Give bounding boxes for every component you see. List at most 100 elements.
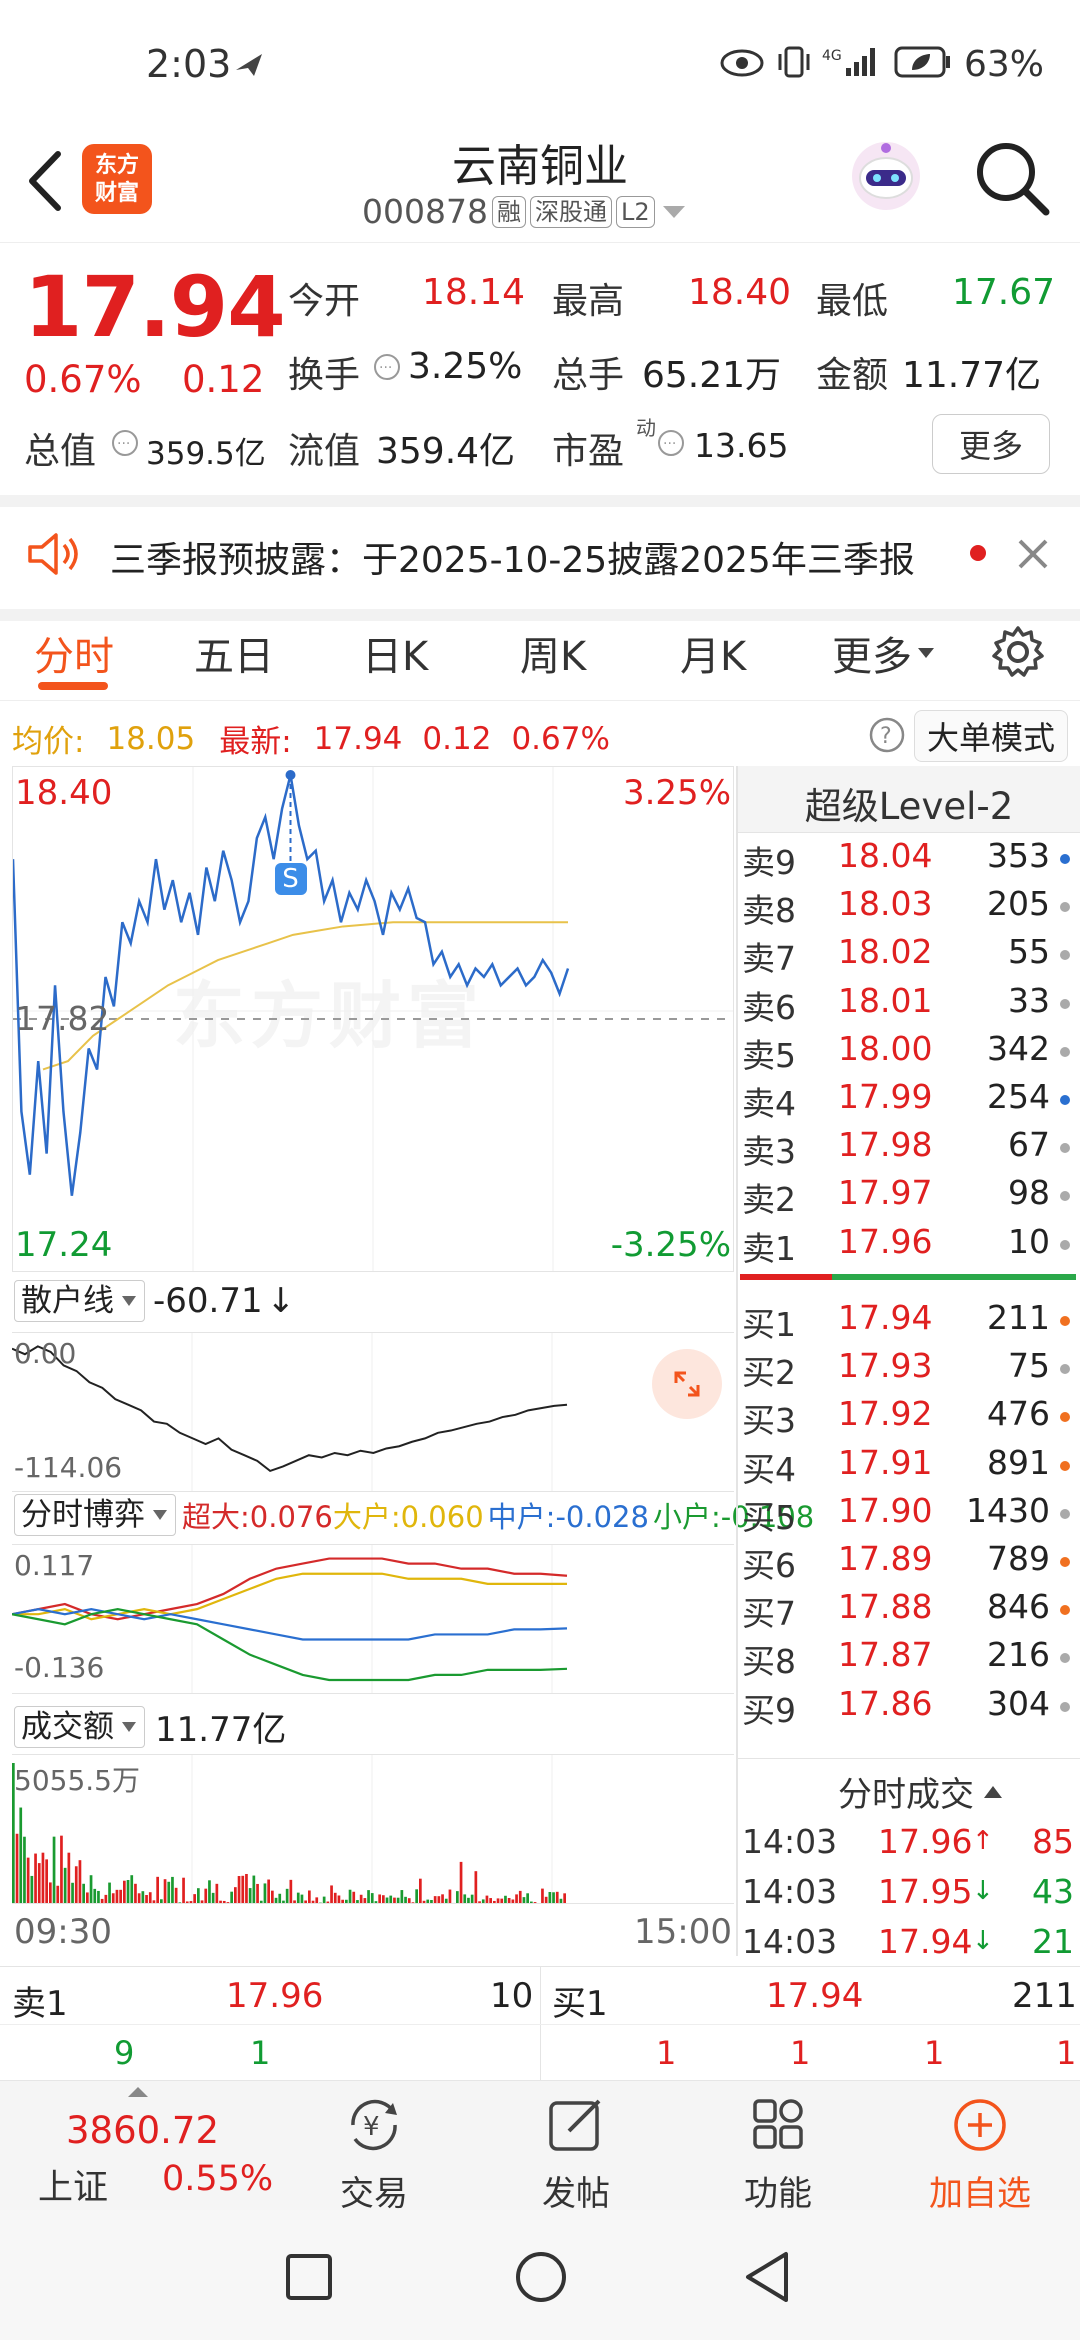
nav-functions[interactable]: 功能 [718, 2081, 838, 2215]
level-price: 17.92 [838, 1394, 933, 1434]
back-icon[interactable] [22, 146, 66, 216]
volume-bar [541, 1888, 544, 1903]
stock-code-row[interactable]: 000878 融 深股通 L2 [362, 192, 687, 231]
volume-bar [52, 1836, 56, 1903]
nav-post[interactable]: 发帖 [516, 2081, 636, 2215]
turnover-dropdown[interactable]: 成交额 [14, 1705, 145, 1748]
ask-row[interactable]: 卖4 17.99 254 [740, 1077, 1080, 1125]
volume-bar [422, 1900, 426, 1903]
bid-row[interactable]: 买8 17.87 216 [740, 1635, 1080, 1683]
volume-bar [404, 1896, 407, 1903]
trade-row[interactable]: 14:03 17.95 ↓ 43 [740, 1872, 1080, 1922]
trade-row[interactable]: 14:03 17.94 ↓ 21 [740, 1922, 1080, 1972]
level-volume: 342 [987, 1028, 1050, 1068]
bid-row[interactable]: 买3 17.92 476 [740, 1394, 1080, 1442]
index-name[interactable]: 上证 [38, 2168, 109, 2208]
intraday-chart-frame[interactable]: 东方财富 18.40 3.25% 17.82 17.24 -3.25% S [12, 766, 734, 1272]
bid-row[interactable]: 买7 17.88 846 [740, 1587, 1080, 1635]
ask-row[interactable]: 卖2 17.97 98 [740, 1173, 1080, 1221]
robot-assistant-icon[interactable] [846, 136, 926, 216]
volume-bar [185, 1901, 189, 1903]
volume-bar [544, 1896, 548, 1903]
active-tab-indicator [38, 682, 108, 690]
app-logo[interactable]: 东方 财富 [82, 144, 152, 214]
level-label: 卖9 [742, 843, 796, 882]
divider [540, 1966, 541, 2080]
volume-bar [263, 1883, 267, 1903]
close-icon[interactable] [1016, 537, 1050, 571]
tab-five-day[interactable]: 五日 [194, 634, 274, 680]
chevron-down-icon [122, 1721, 136, 1732]
ask-row[interactable]: 卖1 17.96 10 [740, 1222, 1080, 1270]
level-price: 17.90 [838, 1490, 933, 1530]
tab-daily-k[interactable]: 日K [362, 634, 429, 680]
retail-line-chart-frame[interactable]: 0.00 -114.06 [12, 1332, 734, 1492]
level2-header[interactable]: 超级Level-2 [738, 766, 1080, 833]
ask-row[interactable]: 卖6 18.01 33 [740, 981, 1080, 1029]
bid-row[interactable]: 买5 17.90 1430 [740, 1491, 1080, 1539]
info-icon[interactable]: ··· [110, 428, 140, 458]
level-volume: 476 [987, 1394, 1050, 1434]
volume-bar [419, 1878, 422, 1903]
trade-row[interactable]: 14:03 17.96 ↑ 85 [740, 1822, 1080, 1872]
level-volume: 846 [987, 1587, 1050, 1627]
bid-row[interactable]: 买1 17.94 211 [740, 1298, 1080, 1346]
volume-bar [496, 1898, 500, 1903]
volume-bar [341, 1899, 344, 1903]
expand-button[interactable] [652, 1349, 722, 1419]
ask-row[interactable]: 卖3 17.98 67 [740, 1125, 1080, 1173]
trades-header[interactable]: 分时成交 [738, 1758, 1080, 1819]
recent-apps-icon[interactable] [284, 2252, 334, 2302]
tab-weekly-k[interactable]: 周K [520, 634, 587, 680]
notice-bar[interactable]: 三季报预披露：于2025-10-25披露2025年三季报 [0, 495, 1080, 621]
turnover-chart-frame[interactable]: 5055.5万 [12, 1754, 734, 1904]
search-icon[interactable] [972, 138, 1052, 218]
tab-more[interactable]: 更多 [832, 624, 936, 682]
volume-bar [60, 1835, 63, 1903]
volume-bar [141, 1891, 145, 1903]
bid-row[interactable]: 买4 17.91 891 [740, 1443, 1080, 1491]
ask-row[interactable]: 卖9 18.04 353 [740, 836, 1080, 884]
level-price: 18.03 [838, 884, 933, 924]
sell-signal-badge[interactable]: S [274, 863, 307, 895]
ask-row[interactable]: 卖8 18.03 205 [740, 884, 1080, 932]
edit-icon [549, 2099, 601, 2151]
level-label: 卖4 [742, 1084, 796, 1123]
volume-bar [89, 1875, 93, 1903]
gear-icon[interactable] [990, 624, 1046, 680]
volume-bar [493, 1900, 496, 1903]
volume-bar [337, 1895, 341, 1903]
more-quote-button[interactable]: 更多 [932, 414, 1051, 474]
retail-indicator-dropdown[interactable]: 散户线 [14, 1280, 145, 1322]
stock-name: 云南铜业 [452, 141, 628, 192]
bid-row[interactable]: 买6 17.89 789 [740, 1539, 1080, 1587]
home-icon[interactable] [514, 2250, 568, 2304]
level-label: 买6 [742, 1546, 796, 1585]
tab-intraday[interactable]: 分时 [34, 634, 114, 680]
ask-row[interactable]: 卖7 18.02 55 [740, 932, 1080, 980]
turnover-header: 成交额 11.77亿 [14, 1702, 286, 1751]
back-nav-icon[interactable] [742, 2250, 792, 2304]
fund-flow-chart-frame[interactable]: 0.117 -0.136 [12, 1544, 734, 1694]
info-icon[interactable]: ··· [372, 352, 402, 382]
help-icon[interactable]: ? [868, 716, 906, 754]
send-icon [236, 54, 262, 76]
info-icon[interactable]: ··· [656, 428, 686, 458]
bid-row[interactable]: 买2 17.93 75 [740, 1346, 1080, 1394]
volume-bar [308, 1890, 311, 1903]
ask-row[interactable]: 卖5 18.00 342 [740, 1029, 1080, 1077]
level-volume: 216 [987, 1635, 1050, 1675]
volume-bar [126, 1880, 130, 1903]
big-order-mode-button[interactable]: 大单模式 [914, 710, 1069, 762]
bid-row[interactable]: 买9 17.86 304 [740, 1684, 1080, 1732]
nav-trade[interactable]: ¥ 交易 [314, 2081, 434, 2215]
fund-flow-chart [12, 1545, 568, 1693]
intraday-chart[interactable] [13, 767, 733, 1271]
index-change-pct[interactable]: 0.55% [162, 2159, 274, 2199]
tab-monthly-k[interactable]: 月K [680, 634, 747, 680]
chevron-up-icon[interactable] [126, 2085, 150, 2099]
nav-add-watchlist[interactable]: 加自选 [920, 2081, 1040, 2215]
time-end-label: 15:00 [634, 1912, 732, 1952]
index-value[interactable]: 3860.72 [66, 2109, 220, 2152]
fund-flow-dropdown[interactable]: 分时博弈 [14, 1494, 176, 1536]
